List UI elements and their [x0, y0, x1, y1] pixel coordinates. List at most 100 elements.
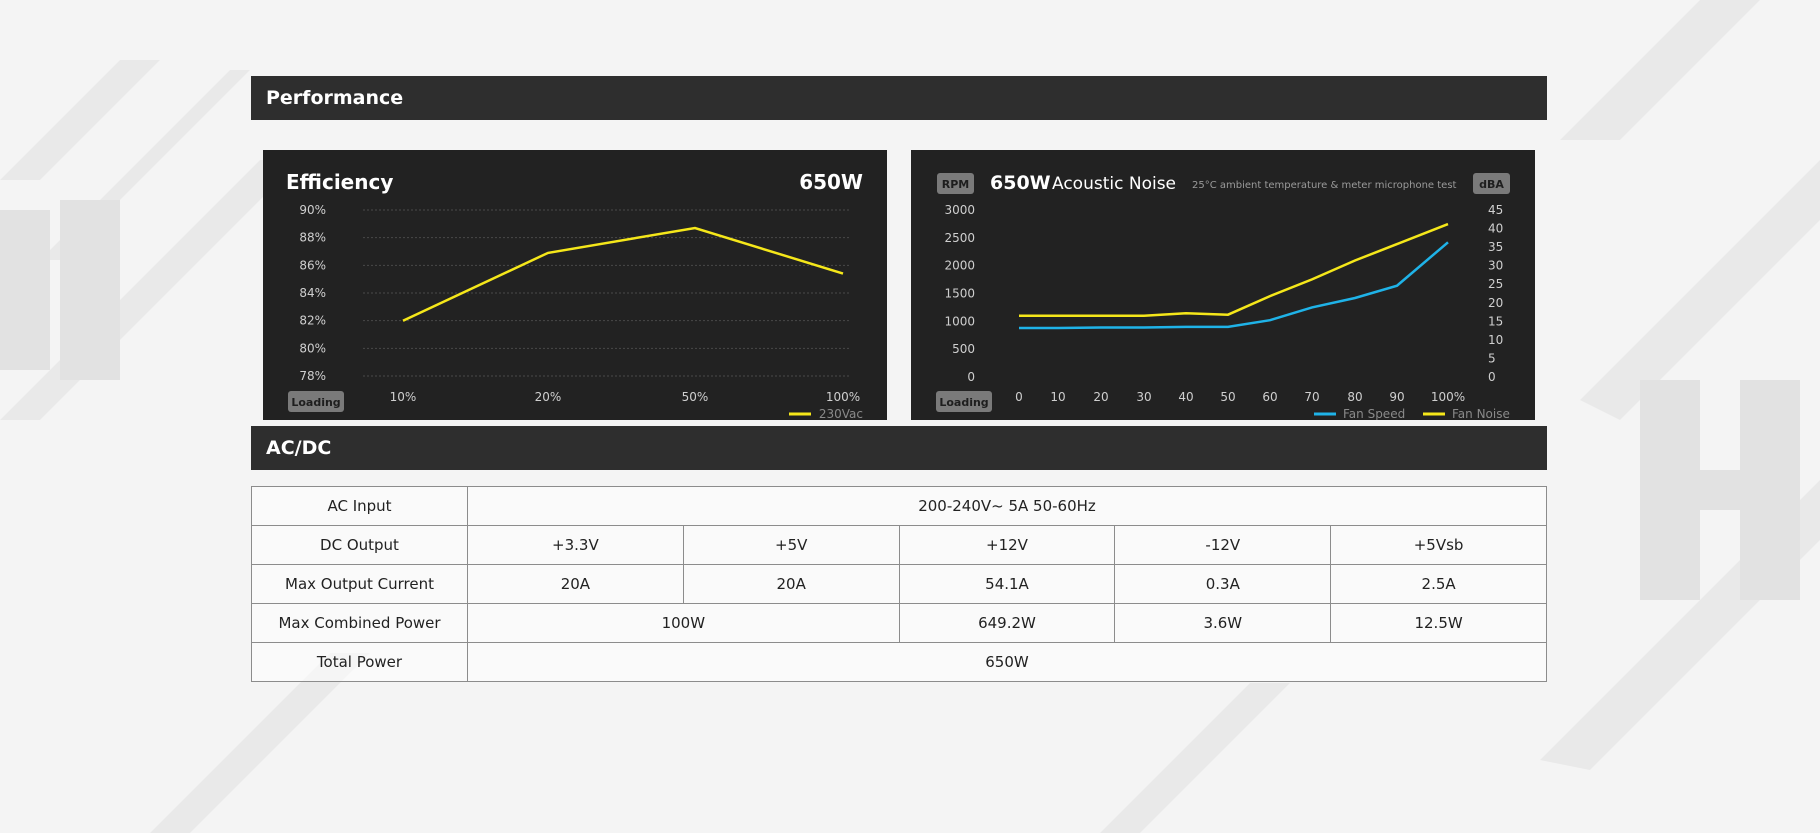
- efficiency-y-tick: 88%: [299, 231, 326, 245]
- acoustic-left-tick: 1500: [944, 287, 975, 301]
- acoustic-left-tick-labels: 3000 2500 2000 1500 1000 500 0: [944, 203, 975, 384]
- table-cell: 649.2W: [898, 603, 1116, 643]
- efficiency-x-tick: 100%: [826, 390, 860, 404]
- table-cell: 200-240V~ 5A 50-60Hz: [467, 486, 1547, 526]
- acoustic-right-tick: 30: [1488, 259, 1503, 273]
- efficiency-y-tick: 84%: [299, 286, 326, 300]
- row-label: DC Output: [251, 525, 468, 565]
- acoustic-legend: Fan Speed Fan Noise: [1314, 407, 1510, 420]
- acoustic-x-tick: 20: [1093, 390, 1108, 404]
- fan-speed-line: [1019, 241, 1449, 330]
- acoustic-right-tick: 40: [1488, 222, 1503, 236]
- acoustic-left-tick: 1000: [944, 314, 975, 328]
- efficiency-y-tick: 82%: [299, 314, 326, 328]
- efficiency-y-tick: 90%: [299, 203, 326, 217]
- table-cell: 20A: [467, 564, 684, 604]
- table-cell: 12.5W: [1330, 603, 1547, 643]
- acoustic-x-tick: 40: [1178, 390, 1193, 404]
- rpm-unit-badge: [937, 173, 974, 194]
- table-cell: 54.1A: [898, 564, 1116, 604]
- efficiency-y-tick: 80%: [299, 341, 326, 355]
- row-label: Total Power: [251, 642, 468, 682]
- acoustic-chart-panel: RPM 650W Acoustic Noise 25°C ambient tem…: [911, 150, 1535, 420]
- efficiency-x-tick-labels: 10% 20% 50% 100%: [390, 390, 860, 404]
- table-cell: 100W: [467, 603, 900, 643]
- acoustic-left-tick: 500: [952, 342, 975, 356]
- acoustic-left-tick: 2000: [944, 259, 975, 273]
- efficiency-chart-panel: Efficiency 650W 90% 88% 86% 84% 82% 80% 78% 10…: [263, 150, 887, 420]
- table-cell: 0.3A: [1114, 564, 1332, 604]
- acoustic-x-tick: 50: [1220, 390, 1235, 404]
- row-label: AC Input: [251, 486, 468, 526]
- acoustic-x-tick: 100%: [1431, 390, 1465, 404]
- acoustic-x-tick: 10: [1050, 390, 1065, 404]
- efficiency-chart: Efficiency 650W 90% 88% 86% 84% 82% 80% 78% 10…: [286, 170, 863, 420]
- acoustic-test-note: 25°C ambient temperature & meter microph…: [1192, 180, 1457, 191]
- table-cell: +5V: [682, 525, 900, 565]
- rpm-unit-label: RPM: [942, 178, 969, 191]
- legend-label-fan-noise: Fan Noise: [1452, 407, 1510, 420]
- efficiency-series: [402, 226, 844, 322]
- acoustic-right-tick-labels: 45 40 35 30 25 20 15 10 5 0: [1488, 203, 1503, 384]
- acoustic-loading-badge: [936, 391, 992, 412]
- acoustic-x-tick-labels: 0 10 20 30 40 50 60 70 80 90 100%: [1015, 390, 1465, 404]
- efficiency-x-tick: 20%: [535, 390, 562, 404]
- efficiency-line-230vac: [402, 226, 844, 322]
- efficiency-loading-badge: [288, 391, 344, 412]
- table-cell: +12V: [898, 525, 1116, 565]
- acoustic-x-tick: 70: [1304, 390, 1319, 404]
- acoustic-left-tick: 2500: [944, 231, 975, 245]
- table-row: Total Power 650W: [251, 642, 1547, 682]
- table-cell: -12V: [1114, 525, 1332, 565]
- efficiency-title: Efficiency: [286, 170, 393, 194]
- acoustic-right-tick: 10: [1488, 333, 1503, 347]
- acoustic-left-tick: 3000: [944, 203, 975, 217]
- acdc-header: AC/DC: [251, 426, 1547, 470]
- efficiency-loading-label: Loading: [291, 396, 340, 409]
- table-row: DC Output +3.3V +5V +12V -12V +5Vsb: [251, 525, 1547, 565]
- efficiency-x-tick: 50%: [682, 390, 709, 404]
- acoustic-chart: RPM 650W Acoustic Noise 25°C ambient tem…: [936, 172, 1510, 420]
- efficiency-x-tick: 10%: [390, 390, 417, 404]
- acoustic-right-tick: 0: [1488, 370, 1496, 384]
- acoustic-right-tick: 5: [1488, 351, 1496, 365]
- acoustic-loading-label: Loading: [939, 396, 988, 409]
- performance-header: Performance: [251, 76, 1547, 120]
- dba-unit-label: dBA: [1479, 178, 1504, 191]
- acoustic-x-tick: 30: [1136, 390, 1151, 404]
- efficiency-y-tick: 86%: [299, 258, 326, 272]
- legend-label-230vac: 230Vac: [819, 407, 863, 420]
- acoustic-right-tick: 20: [1488, 296, 1503, 310]
- acoustic-right-tick: 25: [1488, 277, 1503, 291]
- acoustic-x-tick: 0: [1015, 390, 1023, 404]
- legend-label-fan-speed: Fan Speed: [1343, 407, 1405, 420]
- charts-row: Efficiency 650W 90% 88% 86% 84% 82% 80% 78% 10…: [251, 120, 1547, 426]
- acoustic-x-tick: 60: [1262, 390, 1277, 404]
- acoustic-right-tick: 45: [1488, 203, 1503, 217]
- acoustic-x-tick: 90: [1389, 390, 1404, 404]
- acoustic-right-tick: 15: [1488, 314, 1503, 328]
- fan-noise-line: [1019, 222, 1449, 318]
- dba-unit-badge: [1473, 173, 1510, 194]
- main-content: Performance Efficiency 650W 90% 88% 86% 84%…: [251, 76, 1547, 682]
- acoustic-wattage: 650W: [990, 172, 1051, 194]
- acoustic-title: Acoustic Noise: [1052, 174, 1176, 194]
- efficiency-y-tick: 78%: [299, 369, 326, 383]
- acoustic-left-tick: 0: [967, 370, 975, 384]
- acdc-spec-table: AC Input 200-240V~ 5A 50-60Hz DC Output +3.…: [251, 486, 1547, 682]
- row-label: Max Combined Power: [251, 603, 468, 643]
- table-cell: +5Vsb: [1330, 525, 1547, 565]
- acoustic-right-tick: 35: [1488, 240, 1503, 254]
- table-row: Max Output Current 20A 20A 54.1A 0.3A 2.5A: [251, 564, 1547, 604]
- acoustic-series: [1019, 222, 1449, 330]
- table-row: Max Combined Power 100W 649.2W 3.6W 12.5W: [251, 603, 1547, 643]
- efficiency-gridlines: [363, 209, 849, 377]
- efficiency-wattage: 650W: [799, 170, 863, 194]
- table-cell: +3.3V: [467, 525, 684, 565]
- table-row: AC Input 200-240V~ 5A 50-60Hz: [251, 486, 1547, 526]
- efficiency-legend: 230Vac: [789, 407, 863, 420]
- table-cell: 650W: [467, 642, 1547, 682]
- table-cell: 20A: [682, 564, 900, 604]
- efficiency-y-tick-labels: 90% 88% 86% 84% 82% 80% 78%: [299, 203, 326, 383]
